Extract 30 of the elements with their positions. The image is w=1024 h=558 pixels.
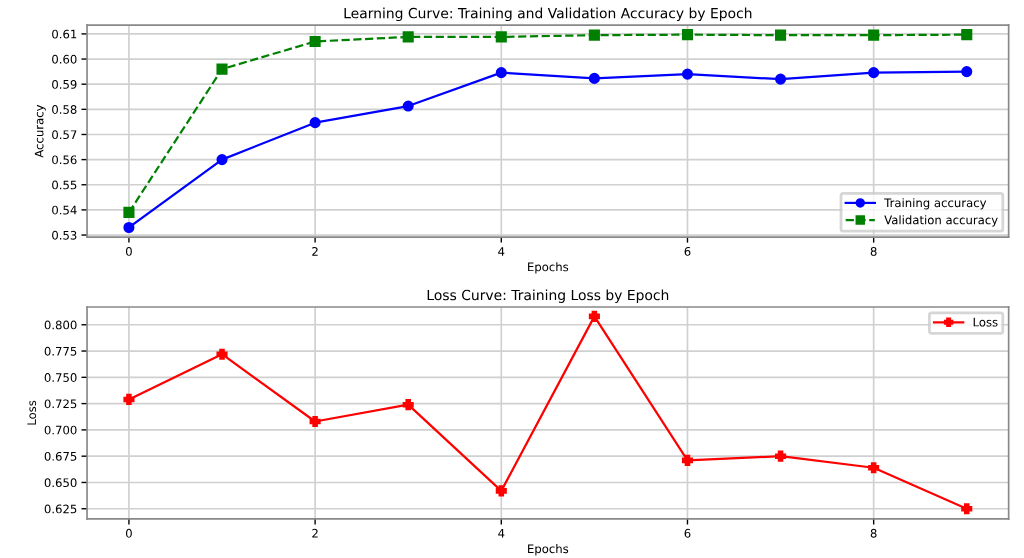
point: [961, 29, 973, 41]
point: [123, 393, 135, 405]
point: [588, 29, 600, 41]
point: [868, 462, 880, 474]
point: [402, 399, 414, 411]
point: [961, 66, 973, 78]
point: [775, 73, 787, 85]
point: [402, 31, 414, 43]
point: [681, 454, 694, 466]
point: [216, 63, 228, 75]
point: [588, 72, 600, 84]
point: [216, 154, 228, 166]
point: [868, 67, 880, 79]
point: [402, 100, 414, 112]
point: [868, 29, 880, 41]
point: [961, 503, 973, 515]
point: [495, 31, 507, 43]
point: [123, 221, 135, 234]
point: [216, 348, 228, 360]
point: [309, 35, 321, 48]
point: [309, 117, 321, 129]
point: [681, 68, 694, 80]
point: [681, 29, 694, 41]
point: [495, 485, 507, 497]
point: [309, 415, 321, 428]
point: [775, 450, 787, 462]
point: [775, 29, 787, 41]
point: [588, 310, 600, 322]
point: [495, 67, 507, 79]
point: [123, 206, 135, 218]
